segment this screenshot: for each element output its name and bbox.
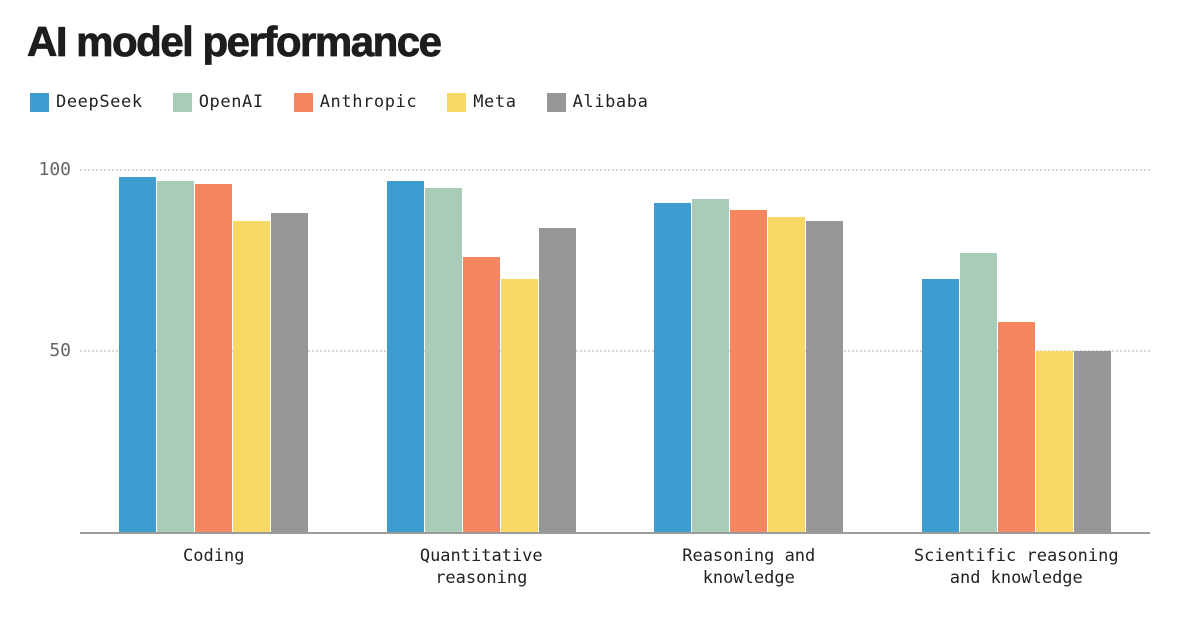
bar-anthropic (730, 209, 768, 532)
bar-anthropic (195, 184, 233, 532)
bar-deepseek (119, 177, 157, 532)
legend-label: Anthropic (319, 92, 418, 112)
y-axis-tick-100: 100 (38, 159, 71, 180)
bar-group-scientific-reasoning-and-knowledge (883, 170, 1151, 532)
legend-item-deepseek: DeepSeek (30, 92, 143, 112)
legend-swatch-icon (447, 92, 467, 112)
legend-item-alibaba: Alibaba (546, 92, 649, 112)
y-axis-tick-50: 50 (49, 340, 71, 361)
bar-deepseek (921, 278, 959, 532)
page-title: AI model performance (27, 18, 443, 66)
bar-openai (959, 253, 997, 532)
x-axis-label: Reasoning and knowledge (682, 546, 816, 588)
bar-anthropic (997, 322, 1035, 532)
plot-area: 100 50 (38, 159, 1150, 534)
legend-label: Meta (473, 92, 517, 112)
legend-label: DeepSeek (56, 92, 143, 112)
legend-swatch-icon (30, 92, 49, 112)
bar-deepseek (654, 202, 692, 532)
x-axis-label: Quantitative reasoning (419, 546, 543, 588)
bar-openai (424, 188, 462, 532)
x-axis-label: Scientific reasoning and knowledge (913, 546, 1119, 588)
bar-anthropic (462, 256, 500, 532)
bar-deepseek (386, 180, 424, 532)
legend-swatch-icon (546, 92, 566, 112)
bar-groups (80, 170, 1150, 532)
bar-group-coding (80, 170, 348, 532)
legend-swatch-icon (172, 92, 192, 112)
bar-alibaba (271, 213, 309, 532)
bar-alibaba (538, 227, 576, 532)
x-axis-labels: Coding Quantitative reasoning Reasoning an… (80, 534, 1150, 589)
bar-group-reasoning-and-knowledge (615, 170, 883, 532)
bar-meta (768, 217, 806, 532)
gridline-100 (80, 169, 1150, 171)
legend-item-openai: OpenAI (172, 92, 264, 112)
bar-meta (1035, 351, 1073, 532)
bar-meta (233, 220, 271, 532)
legend-swatch-icon (293, 92, 313, 112)
legend-item-meta: Meta (447, 92, 516, 112)
bar-meta (500, 278, 538, 532)
x-axis-label: Coding (183, 546, 245, 566)
bar-openai (157, 180, 195, 532)
legend-label: OpenAI (198, 92, 264, 112)
bar-alibaba (1073, 351, 1111, 532)
bar-chart: 100 50 Coding Quantitative reasoning Reaso… (38, 159, 1150, 589)
legend-label: Alibaba (572, 92, 649, 112)
bar-group-quantitative-reasoning (348, 170, 616, 532)
bar-alibaba (806, 220, 844, 532)
chart-legend: DeepSeek OpenAI Anthropic Meta Alibaba (30, 92, 648, 112)
bar-openai (692, 198, 730, 532)
gridline-50 (80, 350, 1150, 352)
legend-item-anthropic: Anthropic (293, 92, 418, 112)
